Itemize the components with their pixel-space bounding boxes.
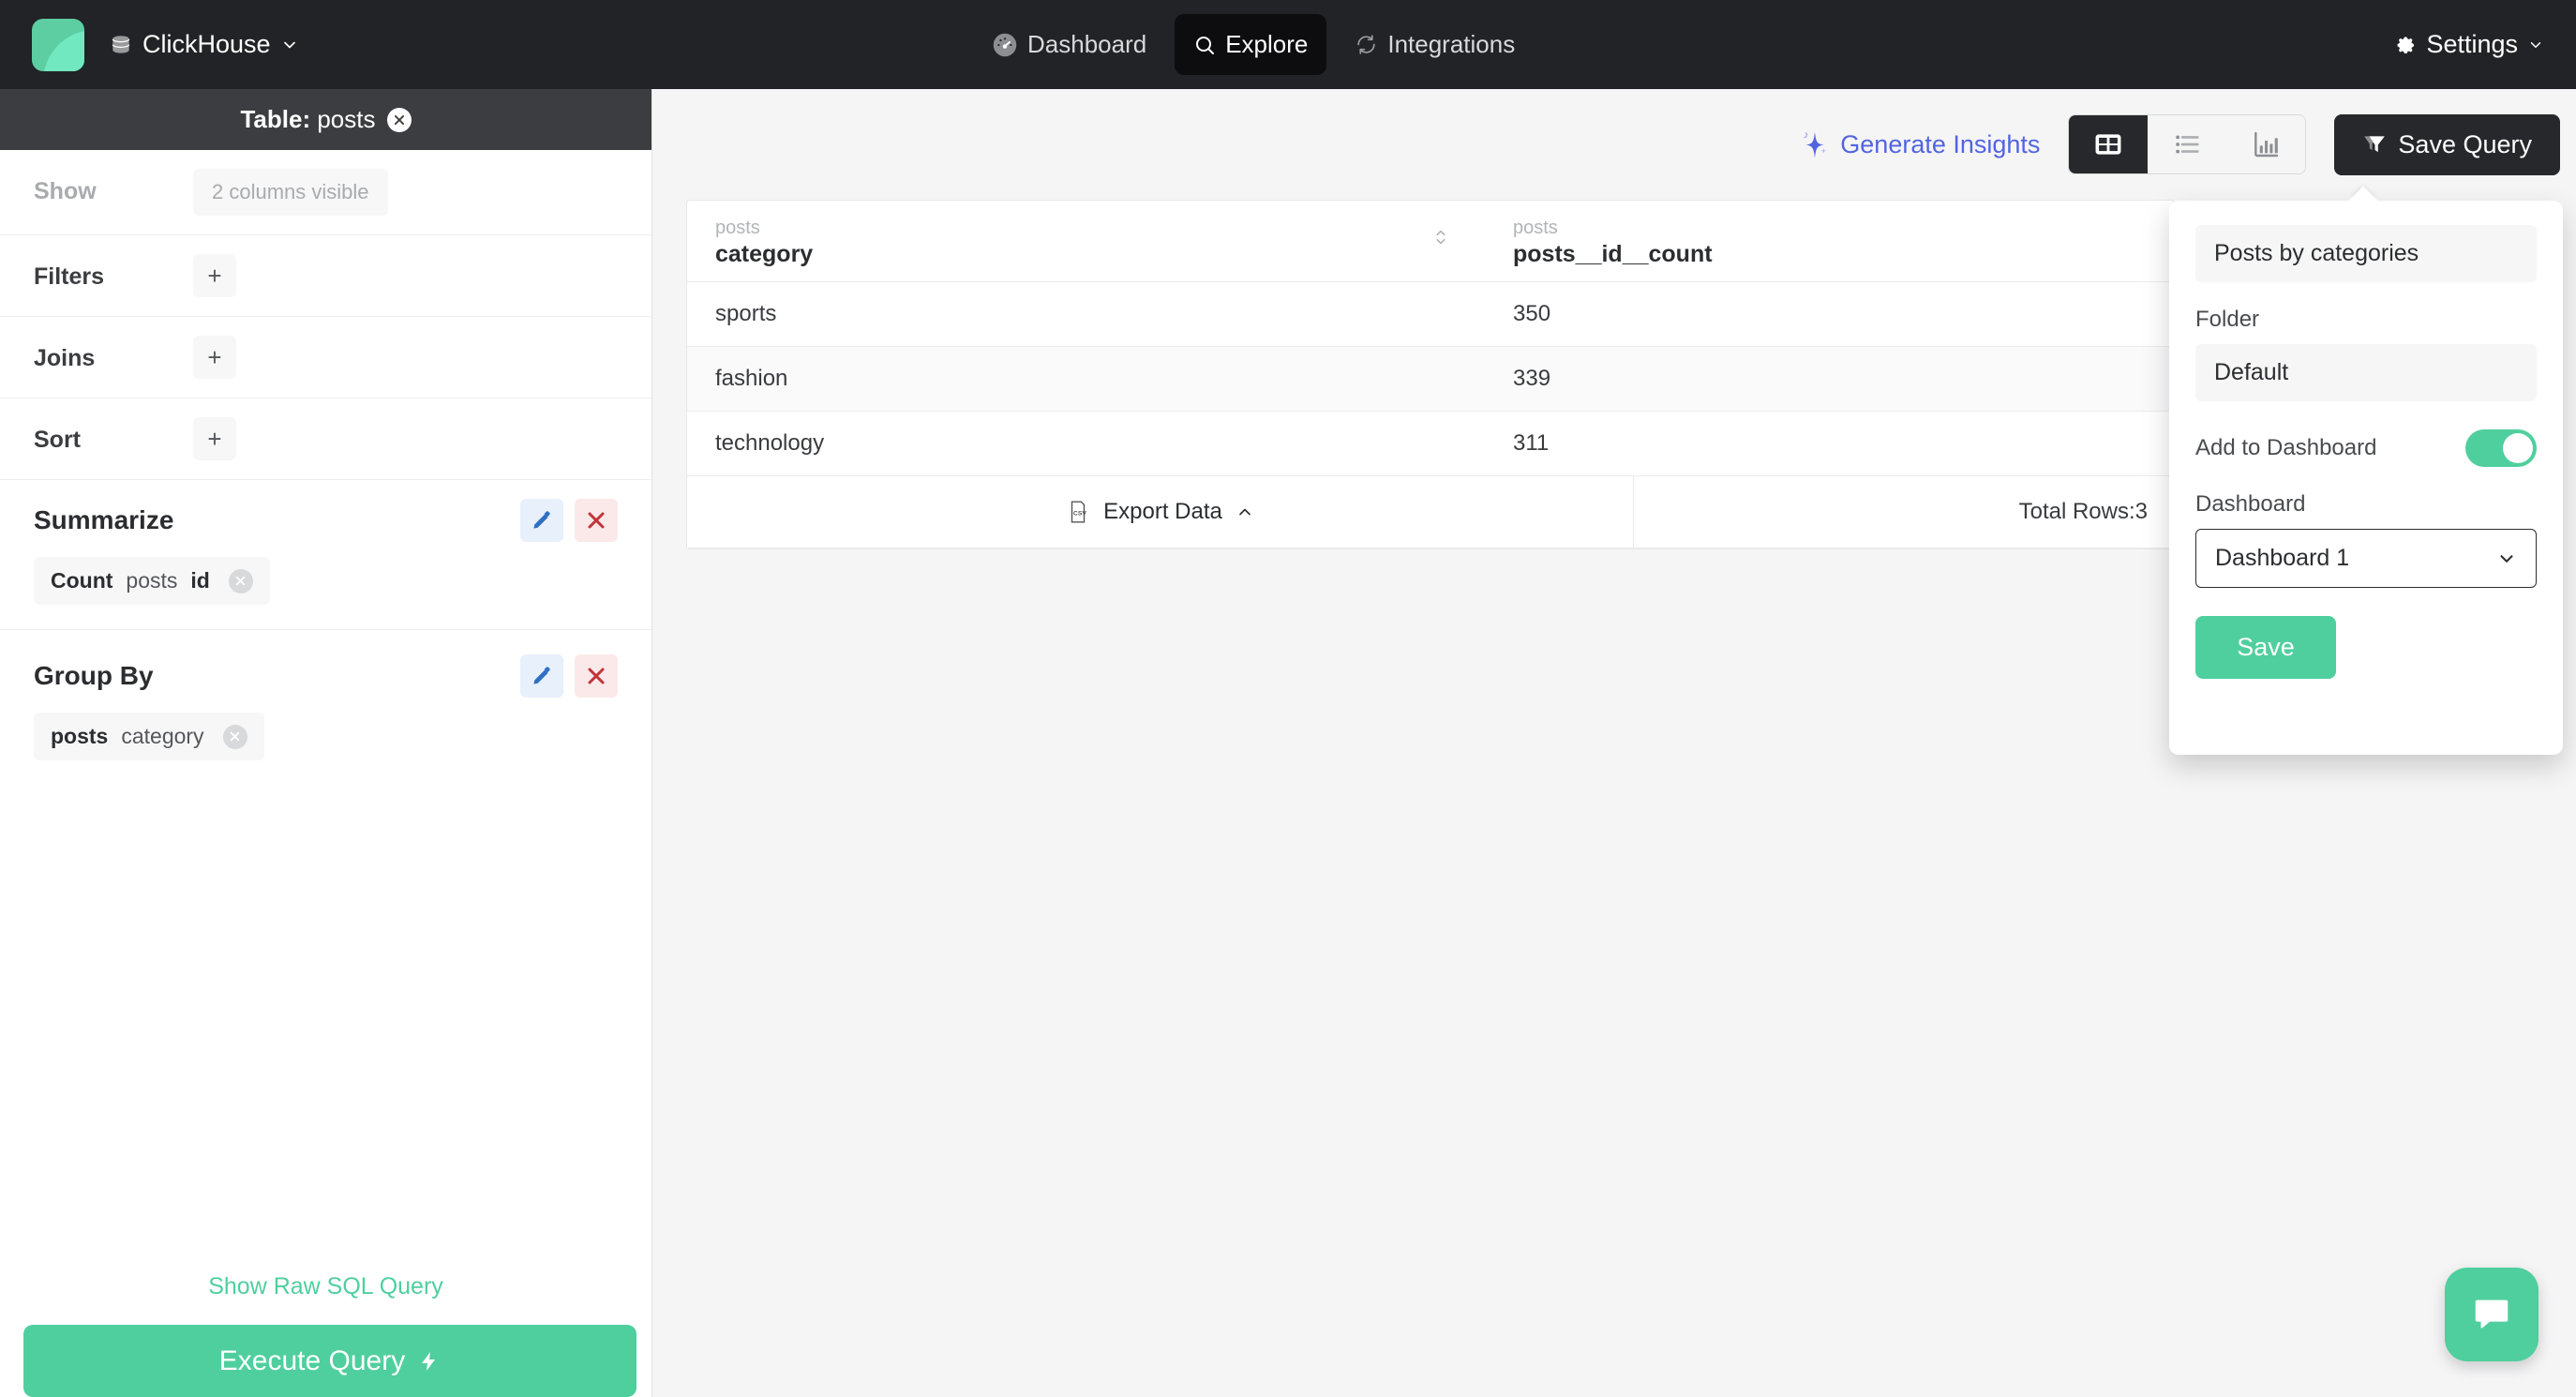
svg-text:CSV: CSV bbox=[1073, 510, 1086, 517]
